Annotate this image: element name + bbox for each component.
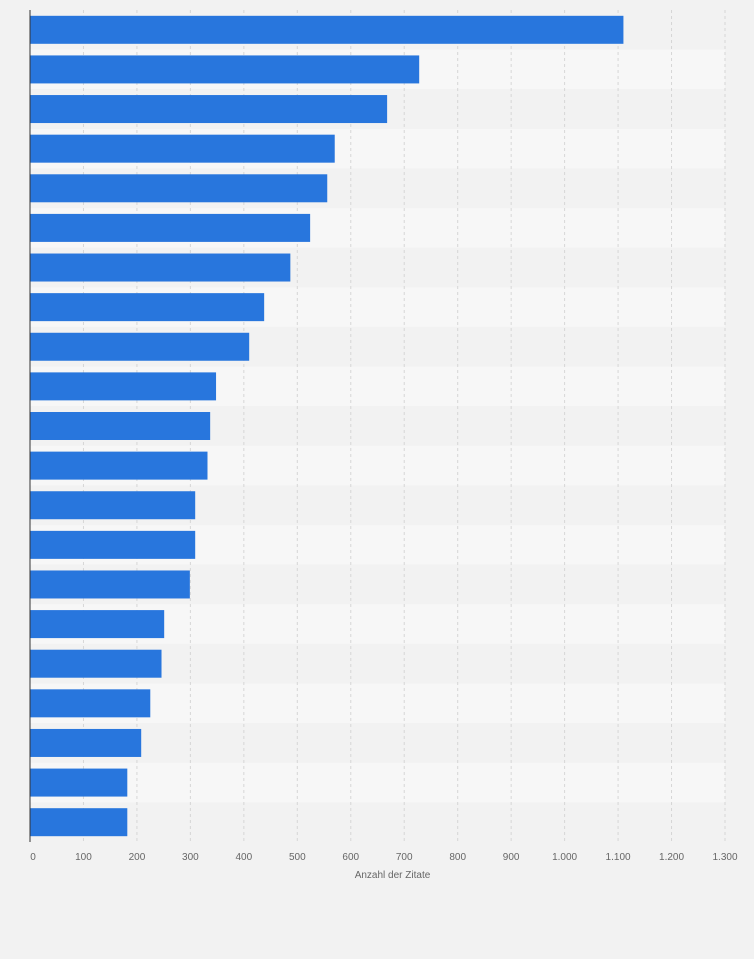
x-tick-label: 1.000: [552, 852, 577, 863]
x-tick-label: 500: [289, 852, 306, 863]
bar: [30, 728, 142, 757]
bar: [30, 768, 128, 797]
bar: [30, 134, 335, 163]
x-tick-label: 1.300: [712, 852, 737, 863]
x-tick-label: 900: [503, 852, 520, 863]
x-tick-label: 100: [75, 852, 92, 863]
bar: [30, 570, 190, 599]
row-band: [30, 802, 725, 842]
bar: [30, 174, 328, 203]
bar: [30, 15, 624, 44]
bar: [30, 610, 165, 639]
bar: [30, 372, 217, 401]
x-tick-label: 200: [129, 852, 146, 863]
bar: [30, 95, 388, 124]
bar: [30, 689, 151, 718]
x-axis-title: Anzahl der Zitate: [355, 870, 431, 881]
x-tick-label: 700: [396, 852, 413, 863]
bar: [30, 808, 128, 837]
x-tick-label: 600: [342, 852, 359, 863]
bar: [30, 332, 250, 361]
bar: [30, 55, 420, 84]
bar: [30, 491, 196, 520]
row-band: [30, 723, 725, 763]
x-tick-label: 800: [449, 852, 466, 863]
x-tick-label: 400: [236, 852, 253, 863]
x-tick-label: 1.100: [606, 852, 631, 863]
bar: [30, 293, 265, 322]
bars: [30, 15, 624, 837]
bar: [30, 649, 162, 678]
x-tick-label: 1.200: [659, 852, 684, 863]
x-tick-label: 0: [30, 852, 36, 863]
x-tick-labels: 0 100 200 300 400 500 600 700 800 900 1.000 1.100 1.…: [30, 852, 738, 863]
bar: [30, 530, 196, 559]
row-band: [30, 762, 725, 803]
bar: [30, 412, 211, 440]
x-tick-label: 300: [182, 852, 199, 863]
bar: [30, 451, 208, 480]
bar: [30, 253, 291, 282]
bar: [30, 213, 311, 242]
